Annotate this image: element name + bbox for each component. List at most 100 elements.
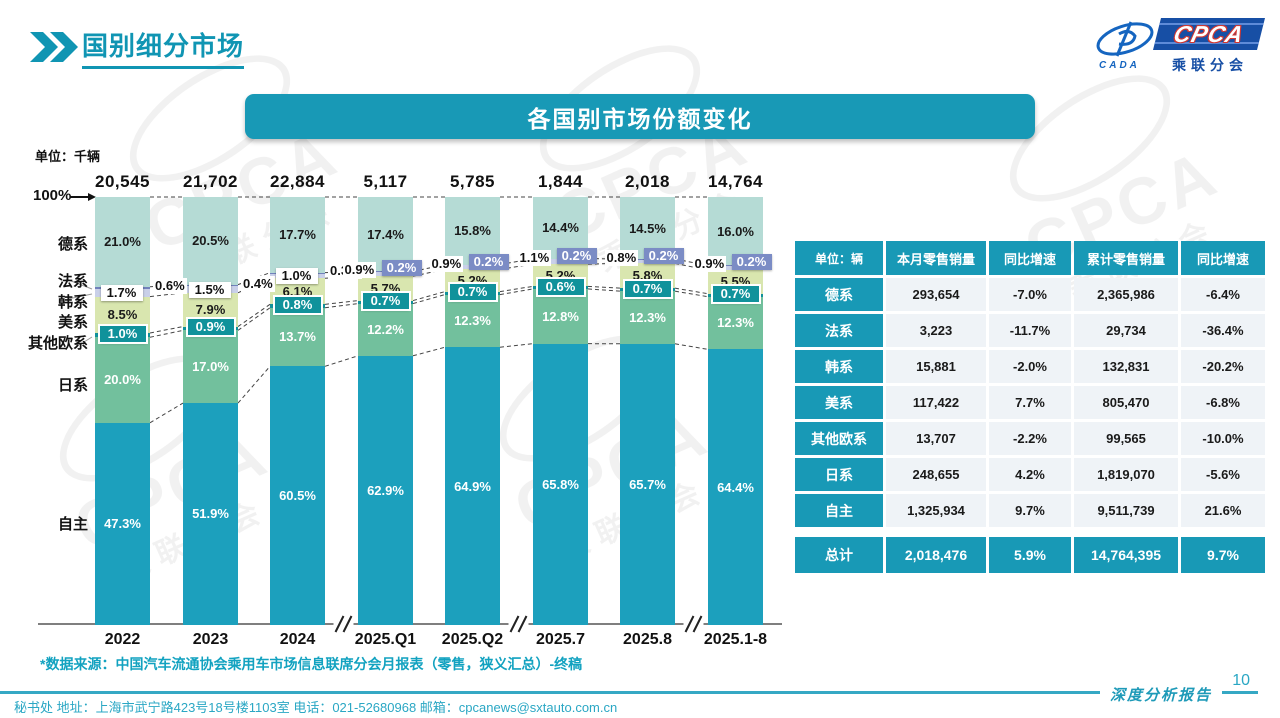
series-name-label: 美系: [57, 314, 88, 331]
bar-segment-德系: 15.8%: [445, 197, 500, 265]
segment-value-label: 5.7%: [370, 280, 401, 296]
double-chevron-icon: [30, 32, 78, 62]
bar-segment-日系: 12.3%: [445, 294, 500, 348]
other-europe-callout: 0.7%: [712, 286, 759, 303]
segment-value-label: 17.0%: [192, 359, 229, 375]
segment-value-label: 17.4%: [367, 226, 404, 242]
korea-callout: 1.7%: [100, 284, 143, 301]
logo-subtitle: 乘联分会: [1172, 57, 1248, 73]
series-name-label: 韩系: [57, 294, 88, 311]
segment-value-label: 12.8%: [542, 308, 579, 324]
table-row: 德系 293,654 -7.0% 2,365,986 -6.4%: [795, 278, 1265, 311]
section-banner: 各国别市场份额变化: [245, 94, 1035, 139]
total-data-cell: 2,018,476: [886, 537, 986, 573]
chart-unit-label: 单位：千辆: [35, 149, 101, 164]
other-europe-callout: 0.7%: [449, 284, 496, 301]
table-header-cell: 同比增速: [989, 241, 1071, 275]
data-cell: -5.6%: [1181, 458, 1265, 491]
segment-value-label: 60.5%: [279, 488, 316, 504]
france-callout: 0.2%: [731, 254, 772, 271]
data-cell: 132,831: [1074, 350, 1178, 383]
bar-segment-自主: 60.5%: [270, 366, 325, 625]
bar-segment-日系: 13.7%: [270, 307, 325, 367]
segment-value-label: 65.8%: [542, 476, 579, 492]
bar-segment-日系: 12.3%: [620, 291, 675, 344]
report-type-label: 深度分析报告: [1099, 684, 1222, 705]
data-cell: 13,707: [886, 422, 986, 455]
total-data-cell: 14,764,395: [1074, 537, 1178, 573]
bar-total-label: 1,844: [537, 172, 584, 191]
table-row: 韩系 15,881 -2.0% 132,831 -20.2%: [795, 350, 1265, 383]
x-axis-category-label: 2022: [104, 631, 141, 648]
bar-total-label: 22,884: [270, 172, 325, 191]
segment-value-label: 7.9%: [195, 302, 226, 318]
data-cell: 99,565: [1074, 422, 1178, 455]
row-label-cell: 日系: [795, 458, 883, 491]
table-row: 自主 1,325,934 9.7% 9,511,739 21.6%: [795, 494, 1265, 527]
stacked-bar: 17.7% 6.1% 13.7% 60.5%: [270, 197, 325, 625]
other-europe-callout: 0.8%: [274, 297, 321, 314]
bar-segment-德系: 17.7%: [270, 197, 325, 273]
data-cell: 4.2%: [989, 458, 1071, 491]
series-name-label: 日系: [57, 377, 88, 394]
segment-value-label: 12.2%: [367, 322, 404, 338]
bar-total-label: 21,702: [183, 172, 238, 191]
data-cell: 15,881: [886, 350, 986, 383]
table-total-row: 总计 2,018,476 5.9% 14,764,395 9.7%: [795, 537, 1265, 573]
bar-total-label: 2,018: [624, 172, 671, 191]
row-label-cell: 韩系: [795, 350, 883, 383]
other-europe-callout: 0.7%: [624, 280, 671, 297]
y-axis-100-label: 100%: [33, 187, 72, 204]
table-header-row: 单位：辆 本月零售销量 同比增速 累计零售销量 同比增速: [795, 241, 1265, 275]
bar-segment-德系: 17.4%: [358, 197, 413, 272]
data-cell: 21.6%: [1181, 494, 1265, 527]
korea-callout: 1.1%: [517, 249, 552, 266]
x-axis-category-label: 2025.7: [536, 631, 585, 648]
data-cell: 248,655: [886, 458, 986, 491]
total-data-cell: 9.7%: [1181, 537, 1265, 573]
stacked-bar: 14.5% 5.8% 12.3% 65.7%: [620, 197, 675, 625]
data-cell: -20.2%: [1181, 350, 1265, 383]
data-cell: 9.7%: [989, 494, 1071, 527]
data-cell: -7.0%: [989, 278, 1071, 311]
bottom-bar: 秘书处 地址：上海市武宁路423号18号楼1103室 电话：021-526809…: [0, 684, 1258, 718]
table-header-cell: 本月零售销量: [886, 241, 986, 275]
other-europe-callout: 0.7%: [362, 293, 409, 310]
stacked-bar: 16.0% 5.5% 12.3% 64.4%: [708, 197, 763, 625]
segment-value-label: 14.5%: [629, 220, 666, 236]
table-row: 美系 117,422 7.7% 805,470 -6.8%: [795, 386, 1265, 419]
data-cell: -11.7%: [989, 314, 1071, 347]
x-axis-category-label: 2025.8: [623, 631, 672, 648]
bar-segment-自主: 62.9%: [358, 355, 413, 625]
row-label-cell: 美系: [795, 386, 883, 419]
x-axis-category-label: 2025.1-8: [703, 631, 768, 648]
page-title: 国别细分市场: [82, 26, 245, 69]
total-label-cell: 总计: [795, 537, 883, 573]
bar-segment-自主: 64.4%: [708, 349, 763, 625]
korea-callout: 0.9%: [692, 256, 727, 273]
bar-segment-日系: 20.0%: [95, 337, 150, 423]
bar-total-label: 14,764: [708, 172, 763, 191]
korea-callout: 1.0%: [275, 268, 318, 285]
table-header-cell: 同比增速: [1181, 241, 1265, 275]
segment-value-label: 64.9%: [454, 478, 491, 494]
data-cell: 1,819,070: [1074, 458, 1178, 491]
cada-ellipse-icon: [1096, 21, 1154, 57]
segment-value-label: 13.7%: [279, 329, 316, 345]
bar-segment-自主: 65.8%: [533, 343, 588, 625]
data-cell: 805,470: [1074, 386, 1178, 419]
data-cell: -10.0%: [1181, 422, 1265, 455]
table-unit-header-cell: 单位：辆: [795, 241, 883, 275]
data-cell: -6.8%: [1181, 386, 1265, 419]
segment-value-label: 12.3%: [717, 315, 754, 331]
data-cell: -2.2%: [989, 422, 1071, 455]
series-name-label: 法系: [57, 273, 88, 290]
segment-value-label: 65.7%: [629, 476, 666, 492]
segment-value-label: 62.9%: [367, 482, 404, 498]
row-label-cell: 德系: [795, 278, 883, 311]
segment-value-label: 16.0%: [717, 223, 754, 239]
bar-segment-日系: 12.8%: [533, 288, 588, 344]
stacked-bar: 20.5% 7.9% 17.0% 51.9%: [183, 197, 238, 625]
segment-value-label: 5.5%: [720, 274, 751, 290]
